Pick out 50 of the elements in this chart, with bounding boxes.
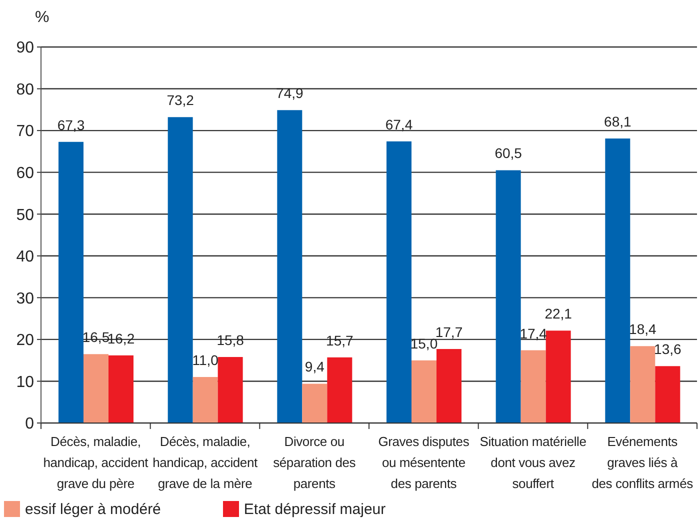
y-tick-label: 80 — [16, 81, 34, 98]
x-tick-label: Evénements graves liés à des conflits armés — [592, 434, 694, 491]
y-tick-label: 20 — [16, 332, 34, 350]
bar — [546, 330, 571, 423]
x-tick-label: Décès, maladie, handicap, accident grave du père — [43, 434, 149, 491]
bar — [520, 350, 546, 423]
bar — [277, 110, 302, 423]
x-tick-label: Divorce ou séparation des parents — [273, 434, 356, 491]
bar — [218, 356, 243, 423]
data-label: 13,6 — [654, 341, 682, 358]
bar — [630, 346, 656, 423]
x-tick-label: Décès, maladie, handicap, accident grave de la mère — [152, 434, 258, 491]
bar — [605, 138, 630, 423]
x-tick-label: Graves disputes ou mésentente des parents — [378, 434, 470, 491]
data-label: 18,4 — [629, 321, 656, 338]
data-label: 67,3 — [57, 116, 85, 133]
data-label: 67,4 — [385, 116, 413, 132]
bar — [108, 355, 134, 423]
legend-label: Etat dépressif majeur — [244, 500, 386, 518]
bar — [168, 117, 193, 423]
legend-label: essif léger à modéré — [25, 500, 161, 518]
bar — [655, 366, 680, 423]
y-tick-label: 70 — [16, 123, 34, 140]
y-tick-label: 10 — [16, 374, 34, 391]
bar — [83, 354, 108, 423]
bar — [327, 357, 352, 423]
y-tick-label: 60 — [16, 165, 34, 182]
bar — [302, 384, 328, 423]
data-label: 15,0 — [410, 335, 438, 352]
bar — [386, 141, 412, 423]
y-tick-label: 50 — [16, 206, 34, 224]
data-label: 73,2 — [166, 92, 194, 108]
bar — [436, 349, 462, 423]
y-tick-label: 90 — [16, 40, 34, 57]
data-label: 60,5 — [494, 145, 522, 162]
y-axis-title: % — [35, 9, 50, 26]
data-label: 9,4 — [304, 358, 325, 375]
bar — [58, 142, 84, 423]
y-tick-label: 0 — [25, 416, 34, 433]
data-label: 17,7 — [435, 324, 463, 340]
bar — [496, 170, 521, 423]
y-tick-label: 30 — [16, 290, 34, 308]
bar — [192, 377, 218, 423]
data-label: 11,0 — [192, 352, 219, 368]
y-tick-label: 40 — [16, 248, 34, 266]
data-label: 68,1 — [604, 113, 632, 130]
data-label: 74,9 — [276, 85, 304, 102]
data-label: 22,1 — [544, 306, 572, 322]
bar — [411, 360, 436, 423]
x-tick-label: Situation matérielle dont vous avez souffert — [480, 434, 586, 491]
